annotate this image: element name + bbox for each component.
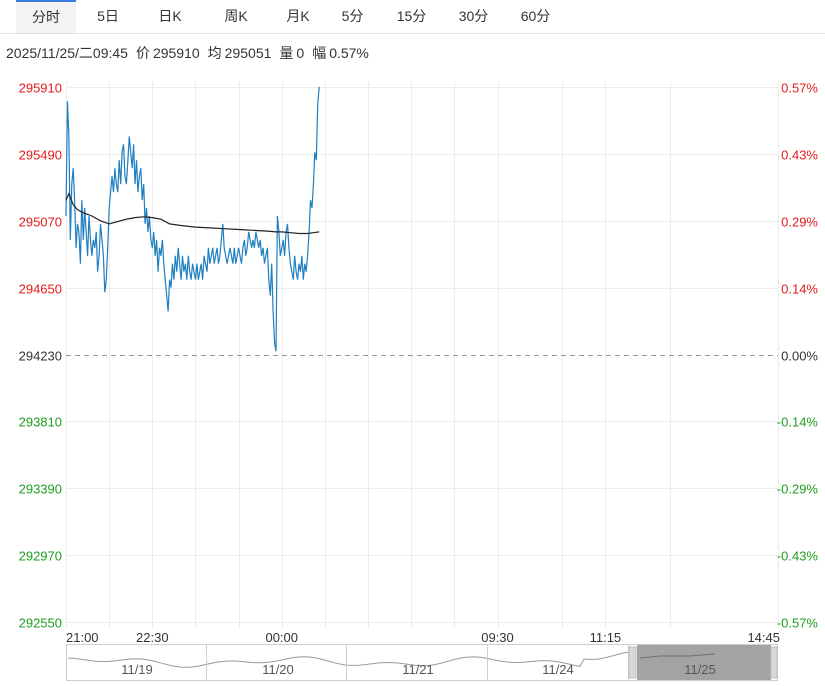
navigator-selection-line (639, 653, 716, 659)
quote-avg: 295051 (224, 45, 272, 61)
quote-info-bar: 2025/11/25/二09:45 价 295910 均 295051 量 0 幅 0.57% (6, 43, 377, 63)
y-tick-pct: 0.00% (781, 349, 818, 364)
quote-datetime: 2025/11/25/二09:45 (6, 45, 128, 61)
y-tick-pct: 0.29% (781, 215, 818, 230)
quote-vol-label: 量 (279, 45, 294, 61)
navigator-date-label: 11/25 (684, 662, 716, 677)
tab-8[interactable]: 60分 (520, 8, 551, 24)
x-tick-label: 09:30 (481, 630, 514, 644)
navigator-selection[interactable] (637, 645, 771, 680)
y-tick-pct: -0.43% (777, 549, 819, 564)
x-tick-label: 14:45 (747, 630, 780, 644)
navigator-date-label: 11/19 (121, 662, 153, 677)
intraday-chart[interactable]: 295910 0.57% 295490 0.43% 295070 0.29% 294650 0… (0, 78, 825, 645)
y-tick-price: 293390 (19, 482, 62, 497)
price-series-line (65, 86, 320, 352)
y-tick-price: 295070 (19, 215, 62, 230)
tab-4[interactable]: 月K (286, 8, 310, 24)
navigator-date-label: 11/24 (542, 662, 574, 677)
navigator-right-handle[interactable] (770, 646, 778, 679)
tab-6[interactable]: 15分 (396, 8, 427, 24)
tab-2[interactable]: 日K (158, 8, 182, 24)
tab-5[interactable]: 5分 (341, 8, 364, 24)
y-tick-pct: 0.57% (781, 81, 818, 96)
navigator-history-line (67, 651, 629, 668)
tab-0[interactable]: 分时 (16, 0, 76, 33)
quote-price-label: 价 (135, 45, 150, 61)
quote-price: 295910 (152, 45, 200, 61)
y-tick-pct: -0.57% (777, 616, 819, 631)
y-tick-pct: -0.14% (777, 415, 819, 430)
tab-3[interactable]: 周K (224, 8, 248, 24)
y-tick-price: 292550 (19, 616, 62, 631)
y-tick-price: 293810 (19, 415, 62, 430)
navigator-date-label: 11/20 (262, 662, 294, 677)
y-tick-price: 295910 (19, 81, 62, 96)
range-navigator[interactable]: 11/19 11/20 11/21 11/24 11/25 (0, 644, 825, 686)
navigator-date-label: 11/21 (402, 662, 434, 677)
quote-avg-label: 均 (207, 45, 222, 61)
y-tick-price: 294230 (19, 349, 62, 364)
quote-range-label: 幅 (312, 45, 327, 61)
y-tick-price: 292970 (19, 549, 62, 564)
x-tick-label: 11:15 (590, 630, 622, 644)
quote-range: 0.57% (329, 45, 369, 61)
y-tick-pct: -0.29% (777, 482, 819, 497)
tab-1[interactable]: 5日 (97, 8, 119, 24)
x-tick-label: 22:30 (136, 630, 169, 644)
tab-7[interactable]: 30分 (458, 8, 489, 24)
x-tick-label: 21:00 (66, 630, 99, 644)
y-tick-pct: 0.43% (781, 148, 818, 163)
y-tick-price: 294650 (19, 282, 62, 297)
y-tick-price: 295490 (19, 148, 62, 163)
navigator-left-handle[interactable] (628, 646, 637, 679)
y-tick-pct: 0.14% (781, 282, 818, 297)
quote-vol: 0 (296, 45, 305, 61)
x-tick-label: 00:00 (265, 630, 298, 644)
period-tabs: 分时 5日 日K 周K 月K 5分 15分 30分 60分 (0, 0, 825, 34)
avg-series-line (65, 192, 320, 235)
